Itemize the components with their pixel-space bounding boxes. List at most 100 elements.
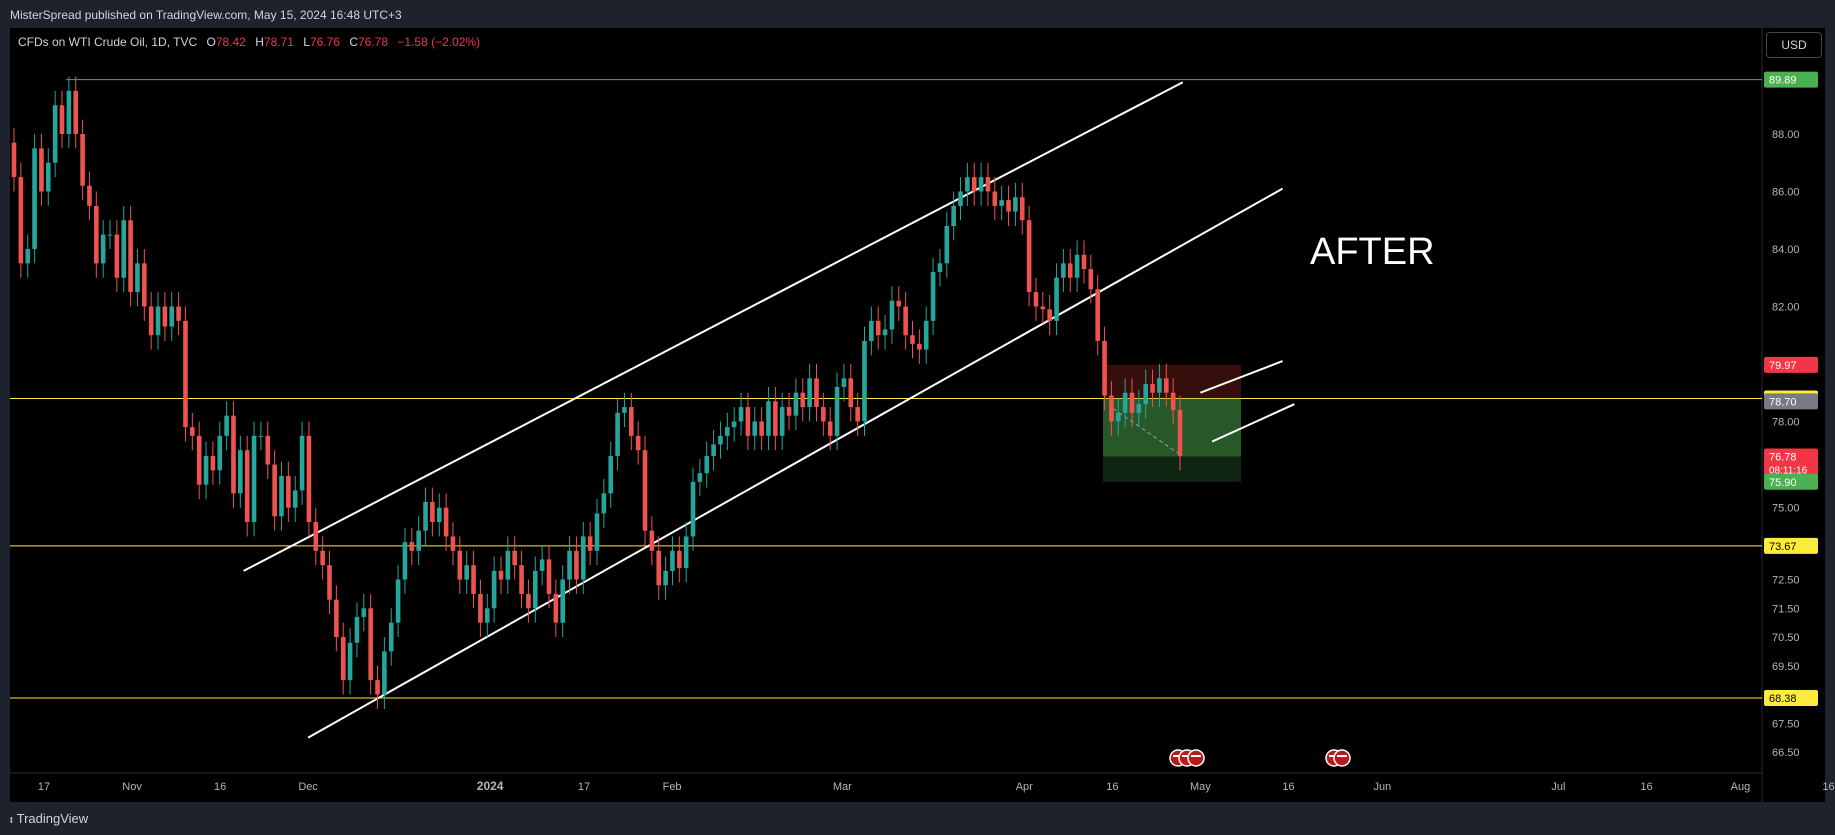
publish-bar: MisterSpread published on TradingView.co…: [0, 0, 1835, 28]
candle-body: [882, 329, 888, 336]
annotation-text: AFTER: [1310, 231, 1435, 273]
candle: [368, 593, 373, 695]
price-tick-label: 88.00: [1772, 129, 1800, 141]
candle: [841, 363, 847, 402]
candle: [958, 177, 963, 221]
currency-button[interactable]: USD: [1766, 32, 1822, 58]
time-tick-label: 17: [38, 781, 50, 793]
candle-body: [135, 263, 140, 293]
candle: [306, 421, 312, 537]
candle: [388, 608, 394, 666]
candle-body: [1047, 309, 1052, 321]
candle-body: [142, 263, 147, 307]
candle: [265, 421, 271, 479]
time-tick-label: 16: [1640, 781, 1652, 793]
price-tag: 68.38: [1764, 689, 1818, 706]
chart-area[interactable]: [10, 28, 1825, 802]
symbol-title[interactable]: CFDs on WTI Crude Oil, 1D, TVC: [18, 35, 198, 49]
candle-body: [1109, 395, 1114, 422]
candle: [546, 545, 552, 609]
time-tick-label: 16: [1822, 781, 1834, 793]
candle-body: [1122, 392, 1128, 413]
price-tag: 76.78 08:11:16: [1764, 448, 1818, 479]
price-tag-bg: [1764, 356, 1818, 373]
candle-body: [87, 185, 92, 206]
candle-body: [224, 415, 229, 436]
candle-body: [443, 507, 449, 537]
candle: [52, 90, 58, 178]
candle: [66, 76, 72, 149]
candle: [642, 435, 648, 546]
candle: [951, 191, 956, 241]
us-flag-icon-stripe: [1182, 755, 1192, 757]
flag-upper-line: [1200, 360, 1283, 394]
candle: [39, 134, 44, 206]
candle: [491, 556, 497, 623]
candle: [855, 392, 860, 436]
price-chart[interactable]: AFTER 88.00 86.00 84.00 82.00 78.00 75.00 72.5…: [0, 0, 1835, 802]
candle: [402, 527, 408, 594]
candle: [574, 536, 579, 594]
candle: [1033, 277, 1039, 321]
candle-body: [368, 608, 373, 681]
candle: [416, 516, 421, 566]
candle: [32, 134, 37, 264]
candle: [231, 401, 236, 508]
candle-body: [18, 177, 24, 264]
close-value: 76.78: [358, 35, 389, 49]
price-tag: 79.97: [1764, 356, 1818, 373]
candle-body: [1081, 254, 1087, 270]
candle-body: [1163, 378, 1169, 393]
candle-body: [430, 501, 435, 523]
us-flag-icon-stripe: [1173, 755, 1183, 757]
candle: [1013, 182, 1018, 226]
candle-body: [889, 300, 895, 330]
candle-body: [190, 427, 195, 436]
candle: [1177, 395, 1183, 471]
candle-body: [498, 570, 504, 580]
candle: [395, 565, 401, 638]
candle: [169, 292, 175, 341]
us-flag-event-icon: [1187, 749, 1205, 767]
candle: [183, 306, 188, 442]
candle: [930, 257, 936, 336]
candle: [615, 398, 620, 471]
open-value: 78.42: [215, 35, 246, 49]
candle: [512, 536, 517, 580]
candle-body: [1115, 412, 1121, 422]
price-tick-label: 70.50: [1772, 632, 1800, 644]
candle: [87, 171, 92, 221]
candle-body: [1074, 254, 1080, 278]
candle-body: [265, 435, 271, 465]
candle-body: [731, 421, 737, 428]
candle-body: [526, 593, 531, 609]
candle-body: [1150, 384, 1155, 393]
candle: [910, 320, 915, 359]
tradingview-logo-icon: ⨾: [10, 810, 13, 825]
candle: [711, 430, 716, 471]
candle: [690, 467, 696, 551]
candle-body: [484, 608, 490, 623]
countdown-label: 08:11:16: [1769, 466, 1808, 477]
footer-bar: [0, 802, 1835, 835]
candle-body: [992, 191, 998, 206]
tradingview-brand[interactable]: ⨾ TradingView: [10, 810, 88, 826]
candle: [903, 292, 908, 350]
candle: [382, 637, 387, 709]
candle: [464, 550, 469, 594]
price-tag: 75.90: [1764, 473, 1818, 490]
candle: [114, 220, 120, 293]
candle: [423, 487, 428, 546]
symbol-legend: CFDs on WTI Crude Oil, 1D, TVC O78.42 H7…: [18, 35, 480, 49]
candle-body: [978, 177, 984, 192]
candle: [731, 407, 737, 442]
candle-body: [210, 455, 216, 471]
candle: [752, 407, 758, 451]
low-value: 76.76: [309, 35, 340, 49]
candle: [677, 536, 682, 583]
candle: [560, 565, 566, 638]
candle: [1122, 378, 1128, 428]
close-label: C: [349, 35, 358, 49]
candle-body: [286, 476, 291, 508]
candle-body: [11, 142, 17, 178]
